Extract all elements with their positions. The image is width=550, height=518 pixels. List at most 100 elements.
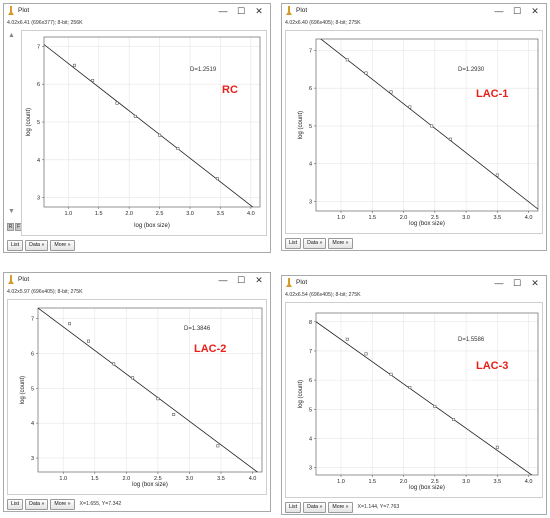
minimize-button[interactable]: — (494, 6, 504, 16)
y-axis-label: log (count) (20, 376, 26, 404)
data-menu-button[interactable]: Data » (25, 498, 49, 510)
plot-window-lac-3: Plot — ☐ ✕ 4.02x6.54 (696x405); 8-bit; 2… (281, 275, 547, 515)
more-menu-button[interactable]: More » (328, 501, 353, 513)
x-tick-label: 3.5 (494, 215, 502, 221)
x-tick-label: 2.5 (431, 215, 439, 221)
sample-label: LAC-1 (476, 88, 508, 100)
x-tick-label: 4.0 (525, 479, 533, 485)
y-tick-label: 6 (309, 378, 312, 384)
data-point (389, 90, 393, 94)
plot-frame (315, 312, 539, 476)
y-tick-label: 7 (37, 44, 40, 50)
title-bar[interactable]: Plot — ☐ ✕ (4, 273, 270, 287)
imagej-microscope-icon (286, 6, 292, 15)
x-tick-label: 1.0 (337, 479, 345, 485)
data-point (115, 101, 119, 105)
x-tick-label: 1.5 (368, 215, 376, 221)
minimize-button[interactable]: — (494, 278, 504, 288)
y-tick-label: 5 (309, 407, 312, 413)
image-info: 4.02x5.97 (696x405); 8-bit; 275K (7, 289, 83, 295)
x-tick-label: 1.5 (91, 476, 99, 482)
chart: 1.0 1.5 2.0 2.5 3.0 3.5 4.0 3 4 5 6 7 log (box size)… (298, 38, 539, 227)
scroll-up-arrow-icon[interactable]: ▲ (8, 32, 15, 39)
x-tick-label: 2.0 (400, 215, 408, 221)
image-info: 4.02x6.41 (696x377); 8-bit; 256K (7, 20, 83, 26)
data-point (156, 397, 160, 401)
sample-label: LAC-3 (476, 360, 508, 372)
fit-line (316, 321, 533, 475)
minimize-button[interactable]: — (218, 275, 228, 285)
x-tick-label: 1.5 (95, 211, 103, 217)
cursor-coordinates: X=1.655, Y=7.342 (79, 500, 122, 507)
data-point (72, 63, 76, 67)
data-point (495, 173, 499, 177)
data-menu-button[interactable]: Data » (303, 501, 327, 513)
data-point (112, 362, 116, 366)
data-point (364, 71, 368, 75)
imagej-microscope-icon (8, 6, 14, 15)
y-tick-label: 4 (37, 158, 40, 164)
sample-label: LAC-2 (194, 343, 226, 355)
list-button[interactable]: List (285, 237, 302, 249)
y-tick-label: 8 (309, 320, 312, 326)
more-menu-button[interactable]: More » (50, 239, 75, 251)
y-tick-label: 4 (31, 421, 34, 427)
x-tick-label: 4.0 (525, 215, 533, 221)
plot-window-rc: Plot — ☐ ✕ 4.02x6.41 (696x377); 8-bit; 2… (3, 3, 271, 253)
data-point (408, 105, 412, 109)
data-point (216, 444, 220, 448)
x-tick-label: 3.5 (217, 211, 225, 217)
maximize-button[interactable]: ☐ (512, 278, 522, 288)
data-point (215, 177, 219, 181)
y-tick-label: 3 (309, 466, 312, 472)
y-tick-label: 5 (309, 124, 312, 130)
r-control[interactable]: R (7, 223, 14, 231)
data-point (158, 133, 162, 137)
maximize-button[interactable]: ☐ (236, 6, 246, 16)
data-point (172, 412, 176, 416)
y-axis-label: log (count) (298, 111, 304, 139)
x-tick-label: 3.0 (186, 211, 194, 217)
data-point (131, 376, 135, 380)
data-menu-button[interactable]: Data » (303, 237, 327, 249)
chart: 1.0 1.5 2.0 2.5 3.0 3.5 4.0 3 4 5 6 7 8 log (box size… (298, 312, 539, 491)
title-bar[interactable]: Plot — ☐ ✕ (4, 4, 270, 18)
maximize-button[interactable]: ☐ (512, 6, 522, 16)
x-axis-label: log (box size) (409, 221, 445, 227)
plot-frame (315, 38, 539, 212)
title-bar[interactable]: Plot — ☐ ✕ (282, 4, 546, 18)
list-button[interactable]: List (285, 501, 302, 513)
data-point (176, 146, 180, 150)
data-menu-button[interactable]: Data » (25, 239, 49, 251)
more-menu-button[interactable]: More » (50, 498, 75, 510)
data-point (345, 58, 349, 62)
window-title: Plot (296, 279, 308, 286)
data-point (449, 137, 452, 141)
y-tick-label: 5 (37, 120, 40, 126)
cursor-coordinates: X=1.144, Y=7.763 (357, 503, 400, 510)
title-bar[interactable]: Plot — ☐ ✕ (282, 276, 546, 290)
list-button[interactable]: List (7, 498, 24, 510)
fractal-dimension-value: D=1.5586 (458, 337, 485, 343)
window-title: Plot (18, 276, 30, 283)
x-tick-label: 1.0 (65, 211, 73, 217)
image-info: 4.02x6.54 (696x405); 8-bit; 275K (285, 292, 361, 298)
more-menu-button[interactable]: More » (328, 237, 353, 249)
data-point (133, 114, 137, 118)
fit-line (38, 308, 259, 472)
close-button[interactable]: ✕ (255, 6, 263, 16)
maximize-button[interactable]: ☐ (236, 275, 246, 285)
list-button[interactable]: List (7, 239, 24, 251)
window-title: Plot (296, 7, 308, 14)
imagej-microscope-icon (286, 278, 292, 287)
y-tick-label: 3 (31, 456, 34, 462)
fit-line (320, 39, 538, 210)
close-button[interactable]: ✕ (531, 278, 539, 288)
scroll-down-arrow-icon[interactable]: ▼ (8, 208, 15, 215)
minimize-button[interactable]: — (218, 6, 228, 16)
close-button[interactable]: ✕ (531, 6, 539, 16)
y-tick-label: 4 (309, 162, 312, 168)
x-tick-label: 2.0 (400, 479, 408, 485)
close-button[interactable]: ✕ (255, 275, 263, 285)
data-point (87, 339, 90, 343)
